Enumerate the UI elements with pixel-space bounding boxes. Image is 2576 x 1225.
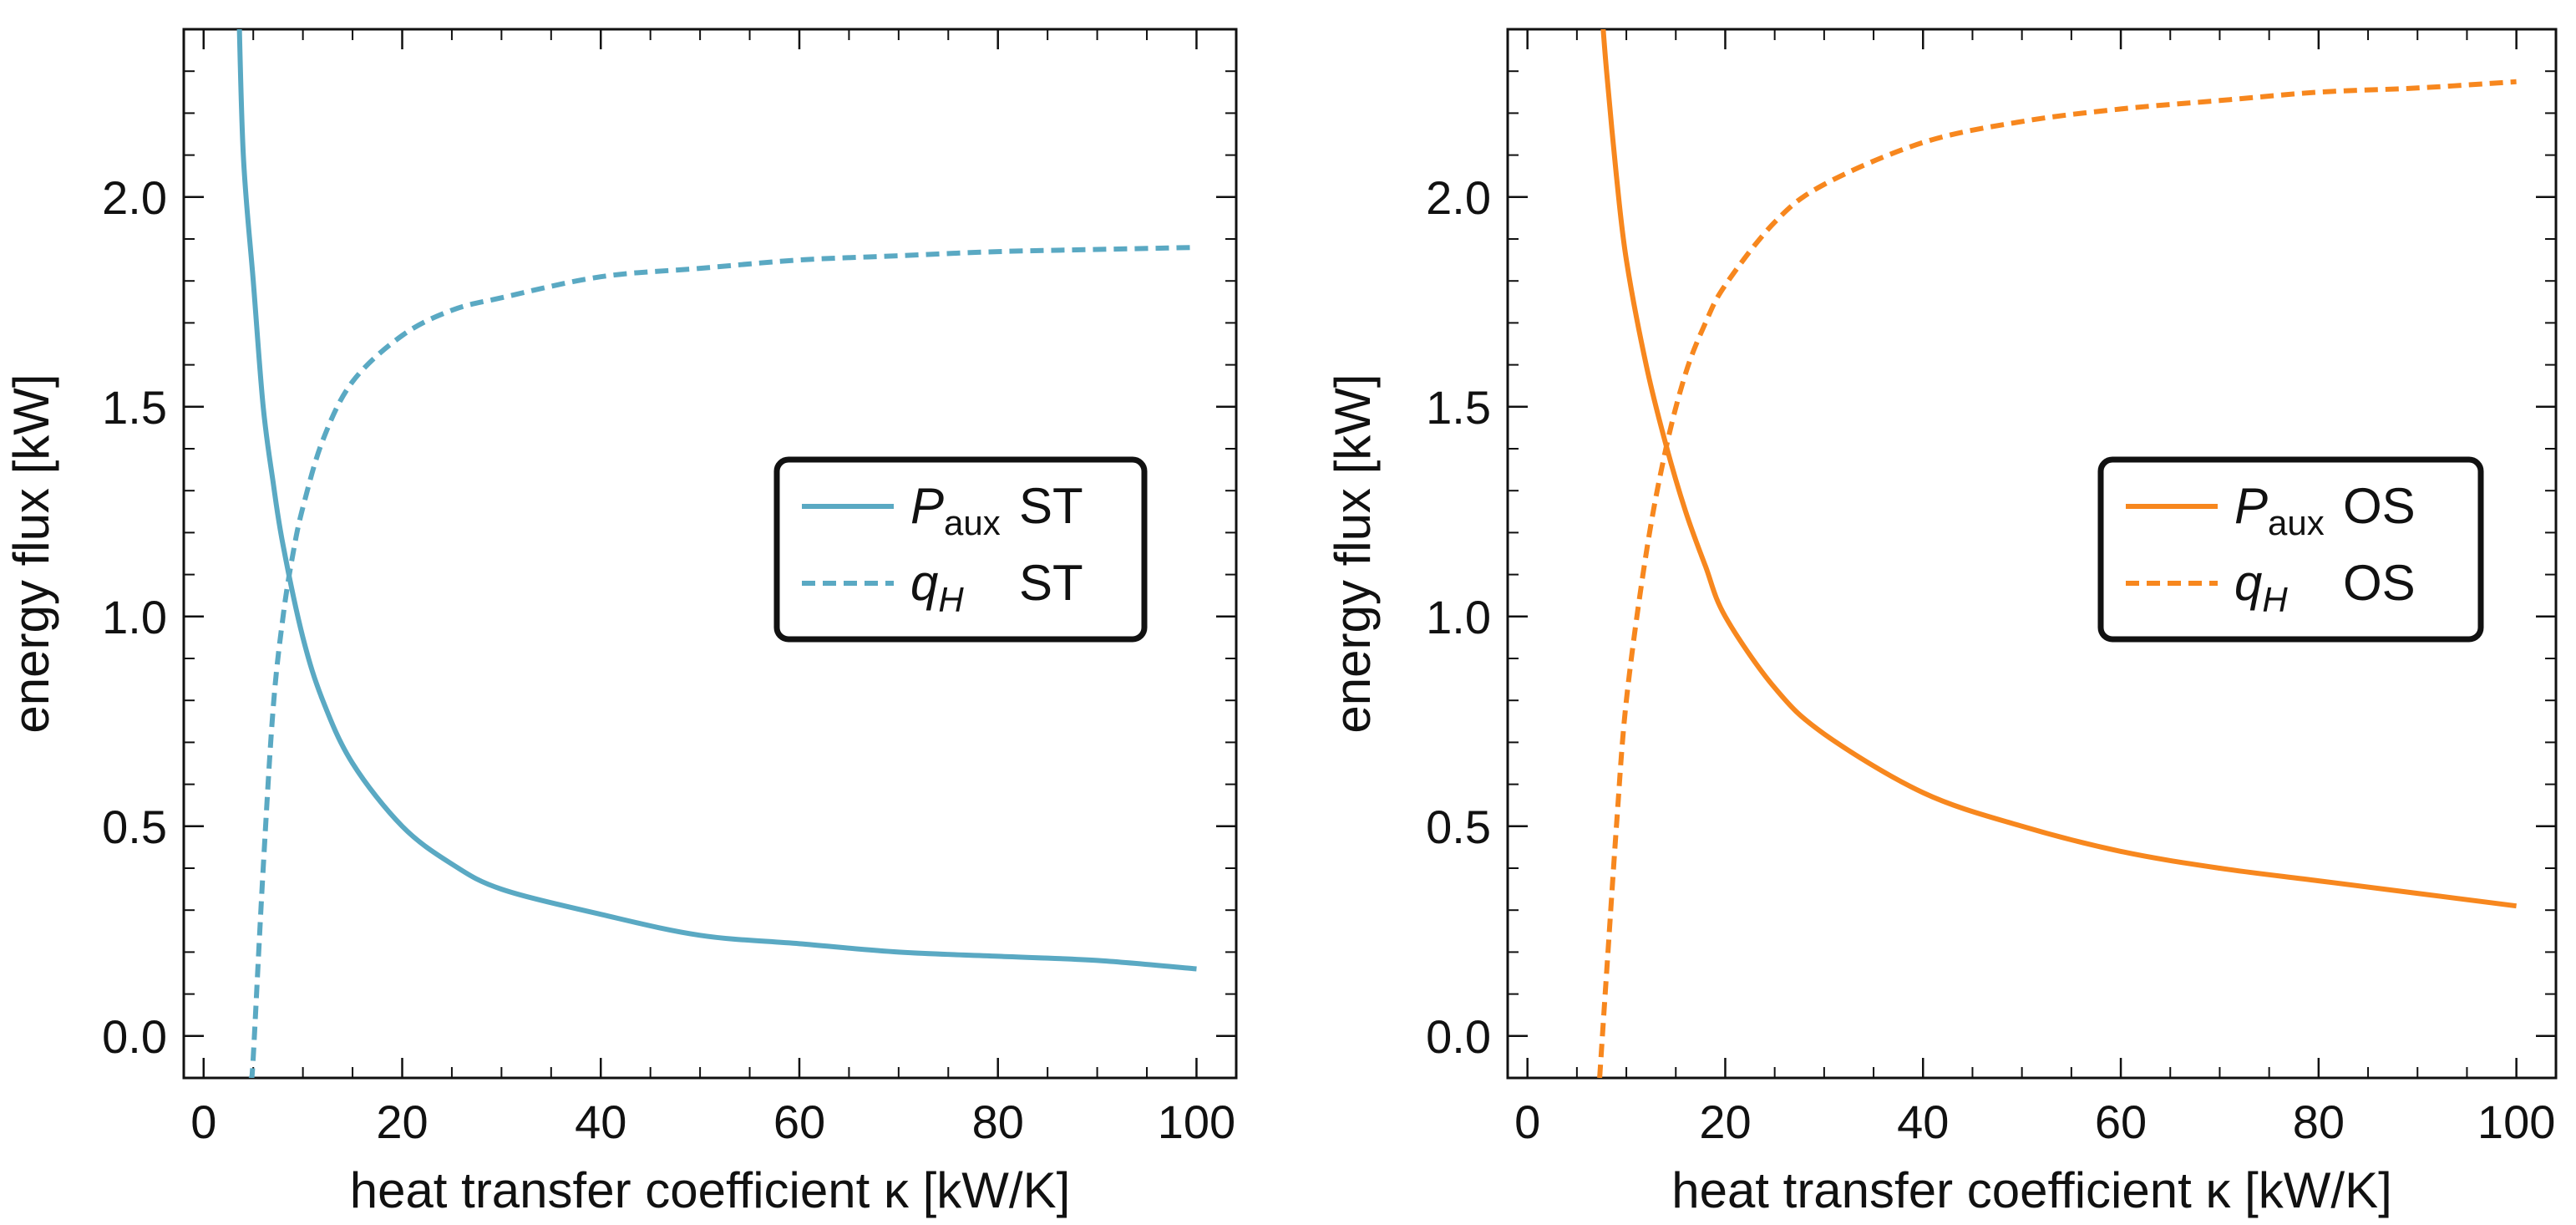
panel-left: 0 20 40 60 80 100 0.0 0.5 1.0 1.5 2.0 heat transfer… [3, 28, 1238, 1218]
legend-main: q [2234, 555, 2262, 611]
y-axis-label: energy flux [kW] [1325, 374, 1381, 733]
x-tick-label: 60 [773, 1095, 825, 1148]
x-tick-label: 0 [190, 1095, 216, 1148]
panel-right: 0 20 40 60 80 100 0.0 0.5 1.0 1.5 2.0 heat transfer… [1325, 28, 2558, 1218]
plot-frame [1506, 28, 2558, 1080]
series-line-qh [248, 245, 1197, 1078]
y-tick-label: 1.0 [1426, 591, 1491, 643]
legend-main: q [910, 555, 938, 611]
x-tick-label: 80 [2293, 1095, 2345, 1148]
legend-suffix: OS [2343, 478, 2416, 534]
y-tick-label: 1.0 [102, 591, 167, 643]
x-tick-label: 100 [2477, 1095, 2555, 1148]
y-tick-label: 2.0 [102, 171, 167, 224]
x-tick-label: 40 [575, 1095, 626, 1148]
legend-suffix: OS [2343, 555, 2416, 611]
x-tick-label: 80 [972, 1095, 1024, 1148]
legend-suffix: ST [1019, 555, 1083, 611]
x-axis-label: heat transfer coefficient κ [kW/K] [1671, 1162, 2392, 1218]
series-line-qh [1597, 79, 2517, 1078]
y-tick-label: 0.0 [102, 1010, 167, 1063]
x-tick-label: 20 [376, 1095, 428, 1148]
legend: Paux OS qH OS [2097, 456, 2484, 643]
x-axis-label: heat transfer coefficient κ [kW/K] [350, 1162, 1071, 1218]
legend-sub: aux [2268, 503, 2325, 542]
x-tick-label: 100 [1158, 1095, 1235, 1148]
x-tick-label: 40 [1897, 1095, 1949, 1148]
x-tick-label: 0 [1514, 1095, 1540, 1148]
y-tick-label: 0.5 [102, 801, 167, 853]
curves [1597, 29, 2517, 1078]
legend-label: qH ST [910, 555, 1083, 619]
legend-label: Paux OS [2234, 478, 2416, 542]
y-tick-label: 1.5 [1426, 381, 1491, 434]
series-line-paux [1600, 29, 2517, 909]
legend-box [2097, 456, 2484, 643]
legend-sub: H [938, 580, 964, 619]
legend-sub: H [2262, 580, 2288, 619]
series-line-paux [236, 29, 1197, 972]
legend-main: P [910, 478, 944, 534]
y-tick-label: 0.0 [1426, 1010, 1491, 1063]
y-tick-label: 2.0 [1426, 171, 1491, 224]
legend-sub: aux [944, 503, 1001, 542]
y-tick-label: 1.5 [102, 381, 167, 434]
plot-frame [182, 28, 1238, 1080]
legend: Paux ST qH ST [773, 456, 1148, 643]
legend-main: P [2234, 478, 2268, 534]
y-axis-label: energy flux [kW] [3, 374, 59, 733]
x-tick-label: 60 [2095, 1095, 2147, 1148]
legend-label: Paux ST [910, 478, 1083, 542]
legend-suffix: ST [1019, 478, 1083, 534]
curves [236, 29, 1197, 1078]
legend-label: qH OS [2234, 555, 2416, 619]
x-tick-label: 20 [1699, 1095, 1751, 1148]
y-tick-label: 0.5 [1426, 801, 1491, 853]
